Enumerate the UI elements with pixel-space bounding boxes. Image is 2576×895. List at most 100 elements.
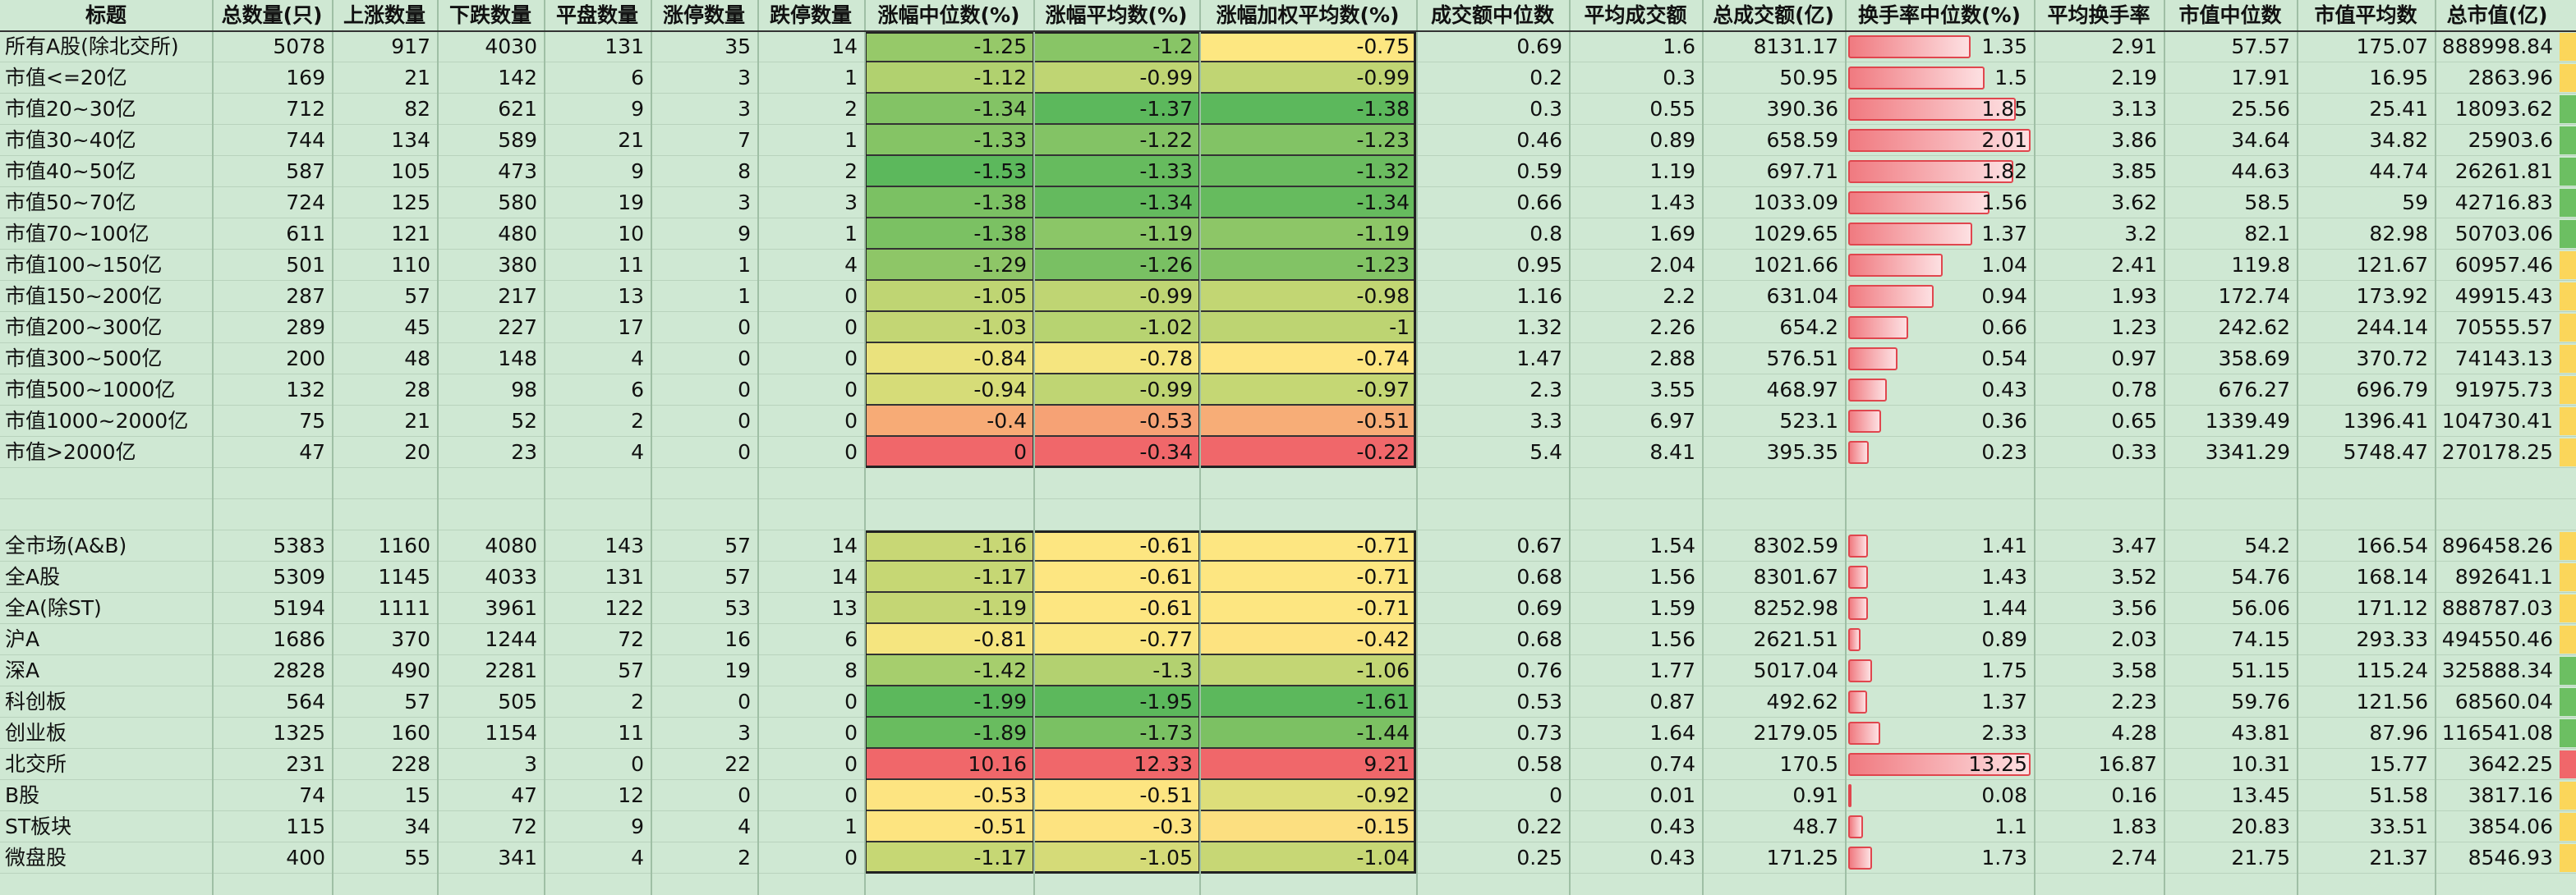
table-cell[interactable]: 20	[404, 440, 430, 464]
heatmap-cell[interactable]: 0	[864, 437, 1033, 468]
table-cell[interactable]: 98	[511, 378, 537, 402]
table-cell[interactable]: 173.92	[2356, 284, 2428, 308]
table-cell[interactable]: 4	[631, 347, 644, 370]
table-cell[interactable]: 1145	[378, 565, 430, 589]
cropped-column-cell[interactable]	[2560, 750, 2576, 778]
cropped-column-cell[interactable]	[2560, 626, 2576, 654]
row-label[interactable]: 深A	[5, 659, 40, 682]
heatmap-cell[interactable]: -1.32	[1199, 156, 1416, 187]
heatmap-cell[interactable]: -0.61	[1033, 593, 1199, 624]
table-cell[interactable]: 60957.46	[2454, 253, 2553, 277]
table-cell[interactable]: 0.97	[2111, 347, 2157, 370]
heatmap-cell[interactable]: -0.51	[1033, 780, 1199, 811]
table-cell[interactable]: 1.43	[1649, 190, 1695, 214]
heatmap-cell[interactable]: -1.37	[1033, 94, 1199, 125]
table-cell[interactable]: 400	[286, 846, 325, 870]
column-header[interactable]: 市值中位数	[2178, 3, 2282, 27]
heatmap-cell[interactable]: -1.04	[1199, 842, 1416, 874]
heatmap-cell[interactable]: -0.99	[1033, 374, 1199, 406]
table-cell[interactable]: 2.41	[2111, 253, 2157, 277]
heatmap-cell[interactable]: -0.42	[1199, 624, 1416, 655]
table-cell[interactable]: 1.23	[2111, 315, 2157, 339]
table-cell[interactable]: 121	[391, 222, 430, 246]
heatmap-cell[interactable]: -0.53	[864, 780, 1033, 811]
table-cell[interactable]: 0	[1549, 783, 1562, 807]
heatmap-cell[interactable]: -1	[1199, 312, 1416, 343]
table-cell[interactable]: 0.91	[1792, 783, 1838, 807]
column-header[interactable]: 总成交额(亿)	[1713, 3, 1834, 27]
table-cell[interactable]: 473	[498, 159, 537, 183]
table-cell[interactable]: 1244	[485, 627, 537, 651]
cropped-column-cell[interactable]	[2560, 126, 2576, 154]
table-cell[interactable]: 505	[498, 690, 537, 714]
table-cell[interactable]: 523.1	[1779, 409, 1838, 433]
table-cell[interactable]: 2.03	[2111, 627, 2157, 651]
table-cell[interactable]: 57	[404, 690, 430, 714]
table-cell[interactable]: 5.4	[1530, 440, 1562, 464]
table-cell[interactable]: 19	[724, 659, 751, 682]
table-cell[interactable]: 72	[511, 815, 537, 838]
table-cell[interactable]: 122	[605, 596, 644, 620]
table-cell[interactable]: 3.47	[2111, 534, 2157, 558]
table-cell[interactable]: 2	[631, 409, 644, 433]
heatmap-cell[interactable]: -0.53	[1033, 406, 1199, 437]
table-cell[interactable]: 2.88	[1649, 347, 1695, 370]
table-cell[interactable]: 676.27	[2218, 378, 2290, 402]
table-cell[interactable]: 52	[511, 409, 537, 433]
table-cell[interactable]: 116541.08	[2441, 721, 2553, 745]
table-cell[interactable]: 0	[844, 783, 858, 807]
databar-cell[interactable]: 2.01	[1845, 125, 2034, 156]
table-cell[interactable]: 0.3	[1530, 97, 1562, 121]
table-cell[interactable]: 3817.16	[2468, 783, 2553, 807]
table-cell[interactable]: 1	[738, 284, 751, 308]
databar-cell[interactable]: 0.36	[1845, 406, 2034, 437]
table-cell[interactable]: 0	[738, 783, 751, 807]
table-cell[interactable]: 0	[844, 378, 858, 402]
table-cell[interactable]: 287	[286, 284, 325, 308]
heatmap-cell[interactable]: -0.94	[864, 374, 1033, 406]
table-cell[interactable]: 0	[844, 347, 858, 370]
table-cell[interactable]: 492.62	[1766, 690, 1838, 714]
heatmap-cell[interactable]: -1.12	[864, 62, 1033, 94]
row-label[interactable]: 全A(除ST)	[5, 596, 102, 620]
heatmap-cell[interactable]: -1.99	[864, 686, 1033, 718]
table-cell[interactable]: 1	[738, 253, 751, 277]
heatmap-cell[interactable]: -1.17	[864, 562, 1033, 593]
cropped-column-cell[interactable]	[2560, 563, 2576, 591]
table-cell[interactable]: 68560.04	[2454, 690, 2553, 714]
table-cell[interactable]: 200	[286, 347, 325, 370]
table-cell[interactable]: 1325	[273, 721, 325, 745]
table-cell[interactable]: 6	[844, 627, 858, 651]
table-cell[interactable]: 1339.49	[2205, 409, 2290, 433]
table-cell[interactable]: 0	[844, 315, 858, 339]
heatmap-cell[interactable]: -0.34	[1033, 437, 1199, 468]
table-cell[interactable]: 2.91	[2111, 34, 2157, 58]
table-cell[interactable]: 1.64	[1649, 721, 1695, 745]
heatmap-cell[interactable]: -0.51	[1199, 406, 1416, 437]
table-cell[interactable]: 34.64	[2231, 128, 2290, 152]
table-cell[interactable]: 0.8	[1530, 222, 1562, 246]
heatmap-cell[interactable]: -0.61	[1033, 530, 1199, 562]
table-cell[interactable]: 8252.98	[1753, 596, 1838, 620]
table-cell[interactable]: 0	[738, 690, 751, 714]
table-cell[interactable]: 270178.25	[2441, 440, 2553, 464]
databar-cell[interactable]: 13.25	[1845, 749, 2034, 780]
heatmap-cell[interactable]: -1.38	[864, 187, 1033, 218]
databar-cell[interactable]: 1.1	[1845, 811, 2034, 842]
table-cell[interactable]: 21	[618, 128, 644, 152]
cropped-column-cell[interactable]	[2560, 844, 2576, 872]
table-cell[interactable]: 11	[618, 253, 644, 277]
table-cell[interactable]: 4	[631, 846, 644, 870]
table-cell[interactable]: 1154	[485, 721, 537, 745]
table-cell[interactable]: 658.59	[1766, 128, 1838, 152]
databar-cell[interactable]: 0.08	[1845, 780, 2034, 811]
table-cell[interactable]: 0	[844, 284, 858, 308]
table-cell[interactable]: 3854.06	[2468, 815, 2553, 838]
table-cell[interactable]: 47	[511, 783, 537, 807]
table-cell[interactable]: 5309	[273, 565, 325, 589]
heatmap-cell[interactable]: -0.15	[1199, 811, 1416, 842]
heatmap-cell[interactable]: -1.25	[864, 31, 1033, 62]
table-cell[interactable]: 480	[498, 222, 537, 246]
heatmap-cell[interactable]: -1.61	[1199, 686, 1416, 718]
table-cell[interactable]: 132	[286, 378, 325, 402]
